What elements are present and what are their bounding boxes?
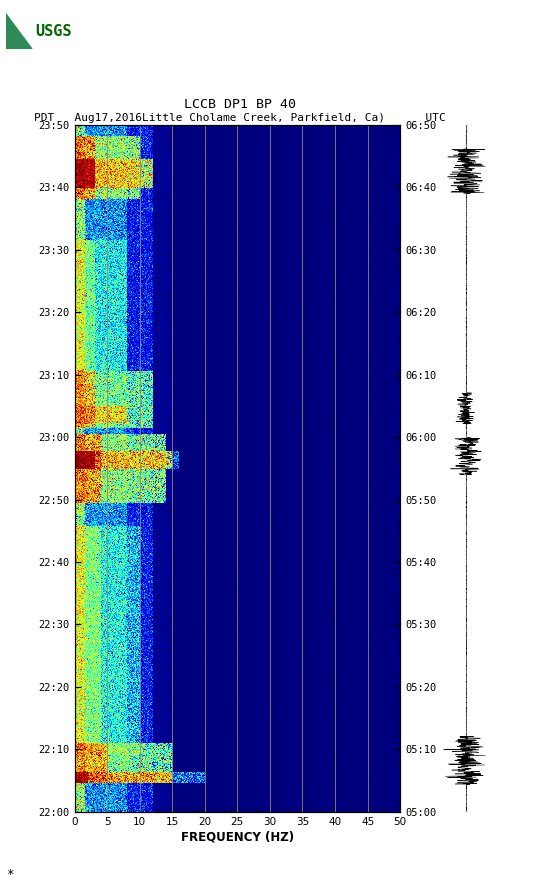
Text: USGS: USGS — [35, 24, 72, 38]
Text: PDT   Aug17,2016Little Cholame Creek, Parkfield, Ca)      UTC: PDT Aug17,2016Little Cholame Creek, Park… — [34, 113, 446, 123]
X-axis label: FREQUENCY (HZ): FREQUENCY (HZ) — [181, 830, 294, 844]
Text: *: * — [6, 868, 13, 881]
Polygon shape — [6, 13, 32, 49]
Text: LCCB DP1 BP 40: LCCB DP1 BP 40 — [184, 98, 296, 112]
